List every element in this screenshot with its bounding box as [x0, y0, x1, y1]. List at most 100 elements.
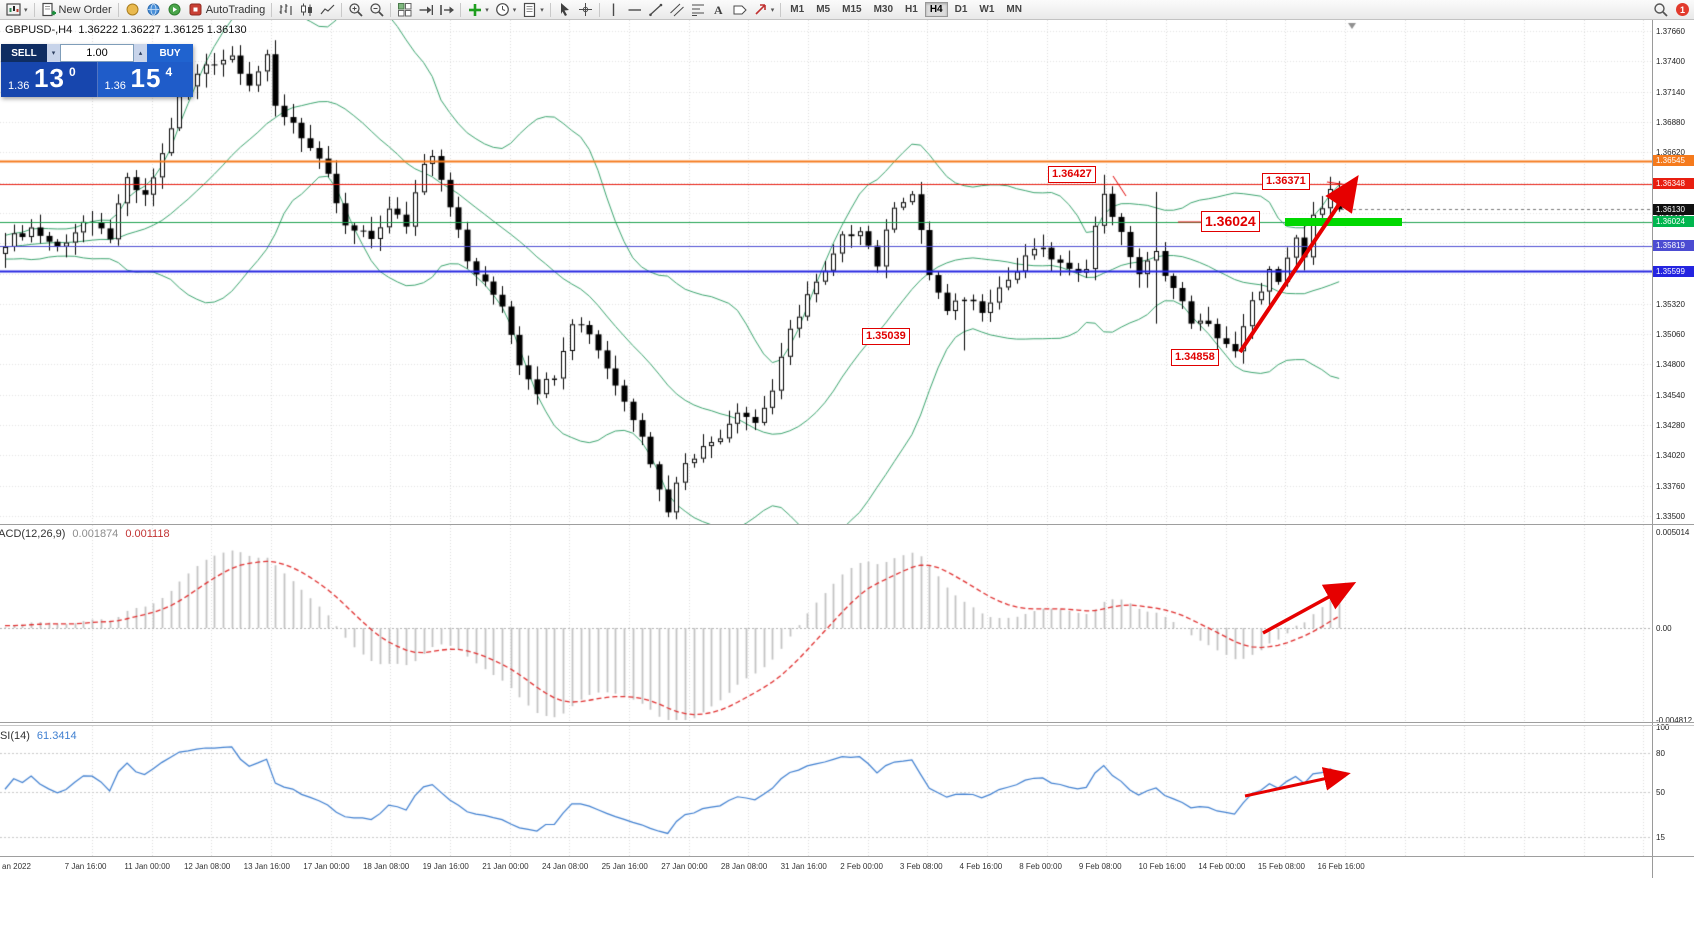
templates-button[interactable]: ▾: [519, 1, 547, 18]
timeframe-h1-button[interactable]: H1: [905, 4, 918, 15]
dropdown-caret-icon: ▾: [770, 6, 775, 14]
volume-increase-caret-icon[interactable]: ▴: [134, 44, 147, 62]
vertical-line-tool[interactable]: [603, 1, 624, 18]
timeframe-w1-button[interactable]: W1: [979, 4, 995, 15]
payments-button[interactable]: [122, 1, 143, 18]
volume-decrease-caret-icon[interactable]: ▾: [47, 44, 60, 62]
zoom-in-button[interactable]: [345, 1, 366, 18]
time-tick-label: 10 Feb 16:00: [1138, 862, 1186, 871]
shapes-tool[interactable]: ▾: [750, 1, 778, 18]
timeframe-m30-button[interactable]: M30: [873, 4, 894, 15]
new-chart-icon: [6, 3, 21, 16]
time-tick-label: an 2022: [2, 862, 31, 871]
new-order-button[interactable]: New Order: [38, 1, 115, 18]
trendline-tool[interactable]: [645, 1, 666, 18]
chart-shift-icon: [440, 5, 455, 15]
time-tick-label: 16 Feb 16:00: [1317, 862, 1365, 871]
ask-price-prefix: 1.36: [104, 80, 126, 92]
search-button[interactable]: [1650, 1, 1671, 18]
panel-separator[interactable]: [0, 725, 1694, 726]
rsi-value: 61.3414: [36, 730, 77, 742]
time-tick-label: 19 Jan 16:00: [422, 862, 469, 871]
price-tick-label: 1.37400: [1656, 57, 1685, 67]
autotrading-button-label: AutoTrading: [205, 3, 266, 16]
time-tick-label: 27 Jan 00:00: [661, 862, 708, 871]
time-tick-label: 11 Jan 00:00: [124, 862, 170, 871]
cursor-icon: [560, 3, 569, 16]
candlestick-mode-button[interactable]: [296, 1, 317, 18]
panel-separator[interactable]: [0, 524, 1694, 525]
macd-scale-label: 0.005014: [1656, 527, 1690, 537]
community-icon: [168, 3, 181, 16]
toolbar-separator: [780, 2, 782, 17]
timeframe-m15-button[interactable]: M15: [842, 4, 862, 15]
rsi-panel-canvas[interactable]: [0, 726, 1652, 856]
bar-chart-mode-button[interactable]: [275, 1, 296, 18]
notification-badge[interactable]: 1: [1676, 3, 1689, 16]
new-chart-button[interactable]: ▾: [3, 1, 31, 18]
crosshair-tool-button[interactable]: [575, 1, 596, 18]
price-axis[interactable]: 1.37660 1.37400 1.37140 1.36880 1.36620 1.363…: [1652, 20, 1694, 878]
macd-indicator-label: MACD(12,26,9) 0.001874 0.001118: [0, 528, 177, 540]
timeframe-m5-button[interactable]: M5: [816, 4, 831, 15]
time-axis[interactable]: an 2022 7 Jan 16:00 11 Jan 00:00 12 Jan 08:…: [0, 857, 1652, 879]
chart-bars-icon: [279, 4, 292, 15]
bid-price[interactable]: 1.36 13 0: [1, 62, 98, 97]
level-price-box: 1.35599: [1653, 265, 1694, 277]
autotrading-button[interactable]: AutoTrading: [185, 1, 269, 18]
vline-icon: [612, 3, 614, 16]
toolbar-separator: [271, 2, 273, 17]
panel-separator[interactable]: [0, 722, 1694, 723]
fibonacci-tool[interactable]: [687, 1, 708, 18]
text-tool[interactable]: A: [708, 1, 729, 18]
rsi-level-label: 50: [1656, 787, 1665, 797]
web-services-button[interactable]: [143, 1, 164, 18]
timeframe-m1-button[interactable]: M1: [790, 4, 805, 15]
zoom-in-icon: [349, 3, 363, 17]
bid-price-big-digits: 13: [34, 63, 65, 93]
price-tick-label: 1.33500: [1656, 512, 1685, 521]
price-chart-canvas[interactable]: [0, 20, 1652, 524]
time-tick-label: 2 Feb 00:00: [840, 862, 883, 871]
timeframe-d1-button[interactable]: D1: [954, 4, 968, 15]
chart-shift-button[interactable]: [436, 1, 457, 18]
timeframe-h4-button[interactable]: H4: [924, 2, 948, 17]
macd-main-value: 0.001874: [72, 528, 119, 540]
label-tool[interactable]: [729, 1, 750, 18]
buy-button[interactable]: BUY: [147, 44, 193, 62]
time-tick-label: 9 Feb 08:00: [1078, 862, 1122, 871]
auto-scroll-button[interactable]: [415, 1, 436, 18]
price-tick-label: 1.34540: [1656, 390, 1685, 400]
new-order-button-label: New Order: [58, 3, 112, 16]
toolbar-separator: [341, 2, 343, 17]
price-tick-label: 1.36880: [1656, 117, 1685, 127]
cursor-tool-button[interactable]: [554, 1, 575, 18]
periods-button[interactable]: ▾: [492, 1, 520, 18]
channel-tool[interactable]: [666, 1, 687, 18]
toolbar-right-area: 1: [1650, 1, 1691, 18]
ask-price[interactable]: 1.36 15 4: [97, 62, 193, 97]
volume-input[interactable]: 1.00: [60, 44, 134, 62]
time-tick-label: 18 Jan 08:00: [362, 862, 410, 871]
community-button[interactable]: [164, 1, 185, 18]
current-price-box: 1.36130: [1653, 203, 1694, 215]
zoom-out-button[interactable]: [366, 1, 387, 18]
crosshair-icon: [578, 3, 592, 16]
time-tick-label: 8 Feb 00:00: [1019, 862, 1062, 871]
tile-windows-button[interactable]: [394, 1, 415, 18]
trade-widget-prices: 1.36 13 0 1.36 15 4: [1, 62, 193, 97]
auto-scroll-icon: [419, 5, 434, 15]
symbol-ohlc-info: GBPUSD-,H4 1.36222 1.36227 1.36125 1.361…: [5, 24, 247, 36]
indicators-button[interactable]: ▾: [464, 1, 492, 18]
rsi-level-label: 80: [1656, 748, 1665, 758]
time-tick-label: 24 Jan 08:00: [541, 862, 589, 871]
price-tick-label: 1.35060: [1656, 330, 1685, 340]
timeframe-mn-button[interactable]: MN: [1006, 4, 1022, 15]
price-tick-label: 1.34020: [1656, 451, 1685, 461]
sell-button[interactable]: SELL: [1, 44, 47, 62]
horizontal-line-tool[interactable]: [624, 1, 645, 18]
panel-separator[interactable]: [0, 856, 1694, 857]
macd-panel-canvas[interactable]: [0, 525, 1652, 722]
line-chart-mode-button[interactable]: [317, 1, 338, 18]
toolbar: ▾ New Order AutoTrading ▾ ▾ ▾ A ▾ M1 M5 M15 M30 H1 H4…: [0, 0, 1694, 20]
